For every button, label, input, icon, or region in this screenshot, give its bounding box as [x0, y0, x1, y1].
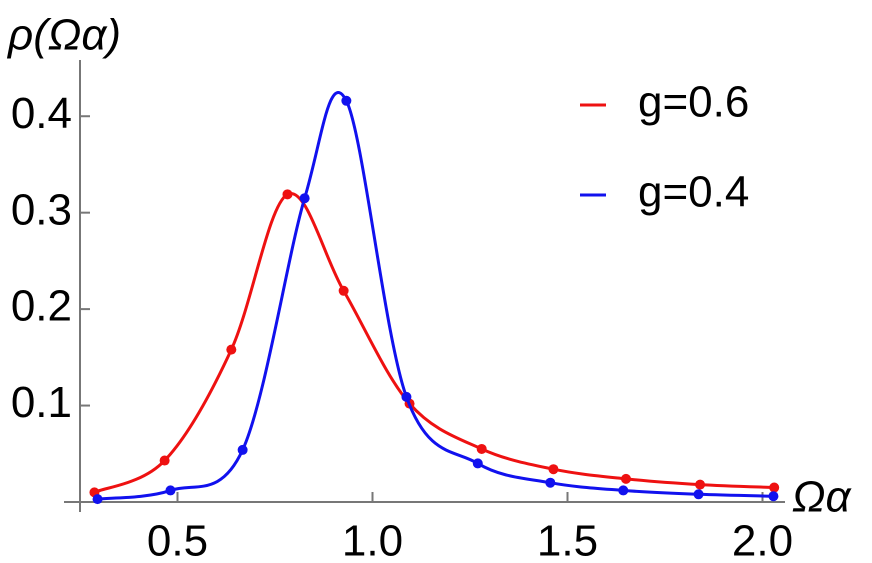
- data-point: [548, 464, 559, 475]
- y-tick-label: 0.2: [11, 282, 72, 331]
- data-point: [92, 494, 103, 505]
- data-point: [693, 489, 704, 500]
- data-point: [338, 285, 349, 296]
- data-point: [476, 443, 487, 454]
- data-point: [299, 193, 310, 204]
- data-point: [401, 391, 412, 402]
- data-point: [341, 95, 352, 106]
- y-tick-label: 0.4: [11, 89, 72, 138]
- data-point: [237, 444, 248, 455]
- data-point: [695, 479, 706, 490]
- x-tick-label: 1.0: [342, 517, 403, 563]
- data-point: [159, 455, 170, 466]
- x-axis-label: Ωα: [792, 473, 852, 522]
- data-point: [768, 491, 779, 502]
- y-tick-label: 0.3: [11, 185, 72, 234]
- x-tick-label: 0.5: [147, 517, 208, 563]
- series-line: [93, 192, 775, 494]
- legend-label: g=0.4: [638, 168, 749, 217]
- data-point: [165, 485, 176, 496]
- data-point: [282, 189, 293, 200]
- y-axis-label: ρ(Ωα): [6, 11, 121, 60]
- data-point: [769, 482, 780, 493]
- data-point: [226, 344, 237, 355]
- data-point: [621, 473, 631, 484]
- data-point: [472, 458, 483, 469]
- y-tick-label: 0.1: [11, 378, 72, 427]
- x-tick-label: 1.5: [537, 517, 598, 563]
- legend-label: g=0.6: [638, 78, 749, 127]
- data-point: [618, 485, 629, 496]
- data-point: [545, 477, 556, 488]
- series-line: [97, 91, 774, 501]
- x-tick-label: 2.0: [732, 517, 793, 563]
